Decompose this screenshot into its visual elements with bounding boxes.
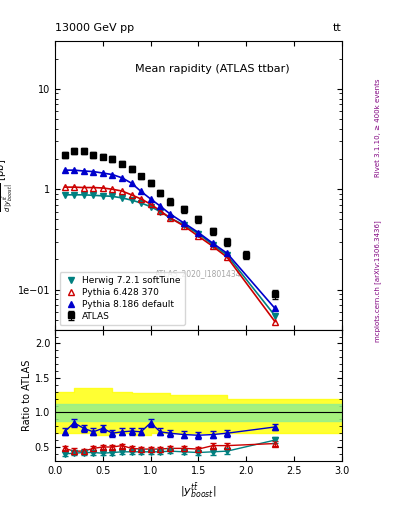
Pythia 6.428 370 <box>182 223 187 229</box>
Pythia 8.186 default <box>196 229 201 236</box>
Pythia 6.428 370 <box>211 243 215 249</box>
Herwig 7.2.1 softTune <box>273 313 277 319</box>
Herwig 7.2.1 softTune <box>101 193 105 199</box>
Pythia 8.186 default <box>101 170 105 176</box>
Pythia 8.186 default <box>139 188 143 195</box>
Herwig 7.2.1 softTune <box>72 192 77 198</box>
Line: Herwig 7.2.1 softTune: Herwig 7.2.1 softTune <box>62 192 278 318</box>
Pythia 8.186 default <box>273 305 277 311</box>
Herwig 7.2.1 softTune <box>91 192 95 198</box>
Pythia 6.428 370 <box>158 208 163 214</box>
Herwig 7.2.1 softTune <box>148 204 153 210</box>
Pythia 6.428 370 <box>196 233 201 240</box>
Pythia 6.428 370 <box>110 186 115 193</box>
Pythia 8.186 default <box>72 167 77 173</box>
Legend: Herwig 7.2.1 softTune, Pythia 6.428 370, Pythia 8.186 default, ATLAS: Herwig 7.2.1 softTune, Pythia 6.428 370,… <box>59 272 185 325</box>
Pythia 8.186 default <box>167 211 172 217</box>
Herwig 7.2.1 softTune <box>225 252 230 259</box>
Herwig 7.2.1 softTune <box>119 195 124 201</box>
Pythia 8.186 default <box>91 168 95 175</box>
Text: mcplots.cern.ch [arXiv:1306.3436]: mcplots.cern.ch [arXiv:1306.3436] <box>375 221 381 343</box>
Text: tt: tt <box>333 23 342 33</box>
Pythia 8.186 default <box>129 180 134 186</box>
Pythia 6.428 370 <box>167 215 172 221</box>
Pythia 8.186 default <box>81 168 86 174</box>
Pythia 6.428 370 <box>148 201 153 207</box>
Line: Pythia 8.186 default: Pythia 8.186 default <box>62 167 278 311</box>
Pythia 6.428 370 <box>119 188 124 194</box>
Herwig 7.2.1 softTune <box>129 197 134 203</box>
Herwig 7.2.1 softTune <box>110 193 115 199</box>
Pythia 6.428 370 <box>91 184 95 190</box>
Pythia 8.186 default <box>211 240 215 246</box>
Herwig 7.2.1 softTune <box>196 231 201 237</box>
Y-axis label: $\frac{d\sigma}{d\,|y^{t\bar{t}}_{boost}|}$ [pb]: $\frac{d\sigma}{d\,|y^{t\bar{t}}_{boost}… <box>0 159 15 212</box>
Text: Mean rapidity (ATLAS ttbar): Mean rapidity (ATLAS ttbar) <box>136 64 290 74</box>
Pythia 8.186 default <box>225 250 230 257</box>
Line: Pythia 6.428 370: Pythia 6.428 370 <box>62 184 278 325</box>
Text: ATLAS_2020_I1801434: ATLAS_2020_I1801434 <box>155 269 242 278</box>
Pythia 8.186 default <box>119 175 124 181</box>
Y-axis label: Ratio to ATLAS: Ratio to ATLAS <box>22 359 32 431</box>
Text: 13000 GeV pp: 13000 GeV pp <box>55 23 134 33</box>
Herwig 7.2.1 softTune <box>62 192 67 198</box>
Herwig 7.2.1 softTune <box>81 192 86 198</box>
Pythia 8.186 default <box>62 167 67 173</box>
Pythia 6.428 370 <box>101 185 105 191</box>
Pythia 8.186 default <box>148 196 153 202</box>
Pythia 6.428 370 <box>81 184 86 190</box>
Pythia 8.186 default <box>158 203 163 209</box>
Pythia 6.428 370 <box>72 184 77 190</box>
Herwig 7.2.1 softTune <box>139 200 143 206</box>
Pythia 6.428 370 <box>129 192 134 198</box>
Pythia 6.428 370 <box>273 318 277 325</box>
Pythia 6.428 370 <box>225 254 230 261</box>
Herwig 7.2.1 softTune <box>182 222 187 228</box>
X-axis label: $|y^{t\bar{t}}_{boost}|$: $|y^{t\bar{t}}_{boost}|$ <box>180 481 217 500</box>
Pythia 6.428 370 <box>62 184 67 190</box>
Text: Rivet 3.1.10, ≥ 400k events: Rivet 3.1.10, ≥ 400k events <box>375 79 381 177</box>
Herwig 7.2.1 softTune <box>167 215 172 221</box>
Herwig 7.2.1 softTune <box>211 242 215 248</box>
Pythia 6.428 370 <box>139 196 143 202</box>
Pythia 8.186 default <box>110 172 115 178</box>
Pythia 8.186 default <box>182 220 187 226</box>
Herwig 7.2.1 softTune <box>158 208 163 215</box>
